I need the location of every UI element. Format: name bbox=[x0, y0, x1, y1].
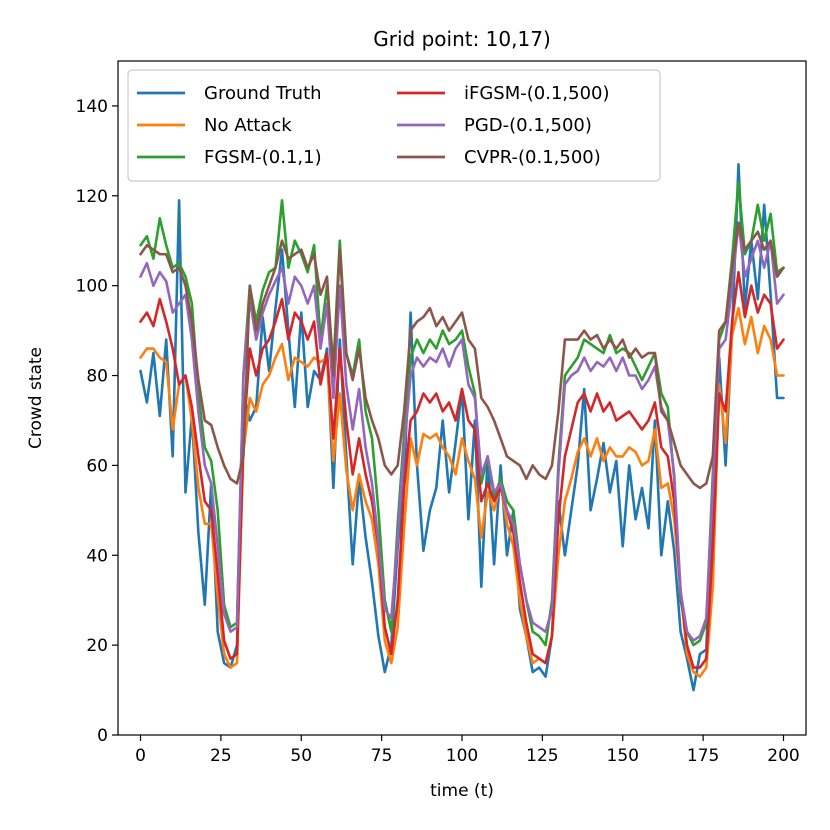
x-tick-label: 175 bbox=[687, 746, 719, 766]
legend-label-fgsm-0-1-1: FGSM-(0.1,1) bbox=[204, 147, 322, 168]
x-tick-label: 75 bbox=[371, 746, 393, 766]
x-tick-label: 0 bbox=[135, 746, 146, 766]
series-line-cvpr-0-1-500 bbox=[139, 221, 785, 490]
y-axis-label: Crowd state bbox=[26, 347, 46, 449]
y-tick-label: 60 bbox=[86, 456, 108, 476]
legend: Ground Truth No Attack FGSM-(0.1,1) iFGSM-(… bbox=[127, 69, 661, 182]
legend-label-cvpr-0-1-500: CVPR-(0.1,500) bbox=[464, 147, 601, 168]
y-tick-label: 40 bbox=[86, 546, 108, 566]
axes: 0 25 50 75 100 125 150 175 200 0 20 40 60 80 100 120 140 bbox=[76, 60, 807, 766]
x-tick-label: 50 bbox=[290, 746, 312, 766]
y-tick-label: 20 bbox=[86, 636, 108, 656]
legend-label-ifgsm-0-1-500: iFGSM-(0.1,500) bbox=[464, 83, 610, 104]
y-tick-label: 120 bbox=[76, 187, 108, 207]
chart-title: Grid point: 10,17) bbox=[373, 27, 551, 51]
legend-label-no-attack: No Attack bbox=[204, 115, 292, 136]
legend-label-pgd-0-1-500: PGD-(0.1,500) bbox=[464, 115, 592, 136]
x-axis-label: time (t) bbox=[430, 781, 494, 801]
x-tick-label: 100 bbox=[446, 746, 478, 766]
x-tick-label: 125 bbox=[526, 746, 558, 766]
x-tick-label: 200 bbox=[767, 746, 799, 766]
series-group bbox=[139, 163, 785, 692]
plot-area bbox=[139, 163, 785, 692]
y-tick-label: 100 bbox=[76, 277, 108, 297]
x-tick-label: 150 bbox=[607, 746, 639, 766]
y-tick-label: 0 bbox=[97, 726, 108, 746]
x-tick-label: 25 bbox=[210, 746, 232, 766]
legend-label-ground-truth: Ground Truth bbox=[204, 83, 322, 104]
y-tick-label: 80 bbox=[86, 367, 108, 387]
y-tick-label: 140 bbox=[76, 97, 108, 117]
legend-box bbox=[127, 69, 661, 182]
